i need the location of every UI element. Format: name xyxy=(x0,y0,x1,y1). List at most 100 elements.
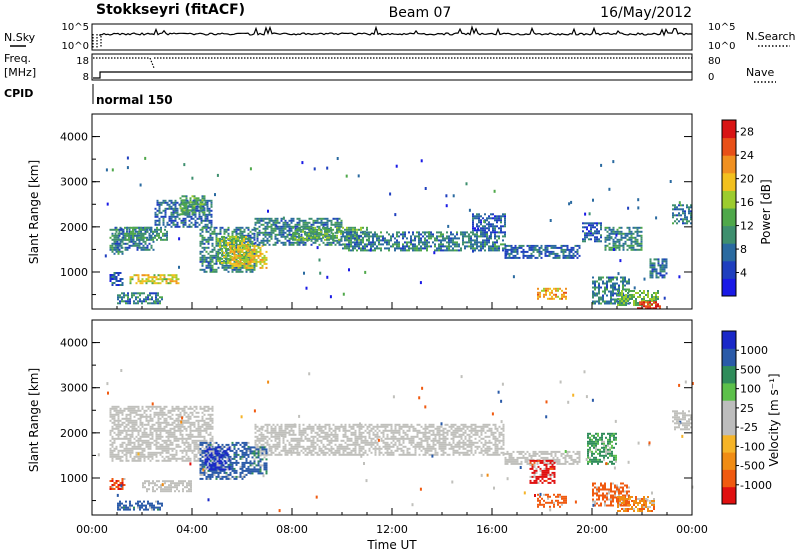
heatmap-cell-0 xyxy=(140,454,142,456)
heatmap-cell-8 xyxy=(254,233,256,235)
heatmap-cell-4 xyxy=(166,280,168,282)
heatmap-cell-13 xyxy=(404,233,406,235)
heatmap-cell-13 xyxy=(406,237,408,239)
heatmap-cell-0 xyxy=(172,414,174,416)
heatmap-cell-14 xyxy=(551,251,553,253)
heatmap-cell-0 xyxy=(134,410,136,412)
heatmap-cell-0 xyxy=(126,456,128,458)
heatmap-cell-13 xyxy=(424,237,426,239)
heatmap-cell-11 xyxy=(285,222,287,224)
heatmap-cell-17 xyxy=(610,297,612,299)
heatmap-cell-0 xyxy=(204,422,206,424)
heatmap-cell-10 xyxy=(266,259,268,261)
heatmap-cell-11 xyxy=(275,228,277,230)
heatmap-cell-17 xyxy=(606,281,608,283)
heatmap-cell-1 xyxy=(299,442,301,444)
heatmap-cell-0 xyxy=(180,446,182,448)
heatmap-cell-9 xyxy=(223,240,225,242)
heatmap-cell-0 xyxy=(168,450,170,452)
heatmap-cell-18 xyxy=(635,292,637,294)
heatmap-cell-10 xyxy=(254,255,256,257)
heatmap-cell-13 xyxy=(468,235,470,237)
heatmap-cell-11 xyxy=(315,220,317,222)
heatmap-cell-0 xyxy=(164,420,166,422)
heatmap-cell-17 xyxy=(596,287,598,289)
heatmap-cell-0 xyxy=(174,426,176,428)
heatmap-cell-18 xyxy=(655,292,657,294)
heatmap-cell-11 xyxy=(341,224,343,226)
heatmap-cell-14 xyxy=(559,255,561,257)
heatmap-cell-0 xyxy=(208,426,210,428)
heatmap-cell-0 xyxy=(134,424,136,426)
heatmap-cell-9 xyxy=(225,254,227,256)
heatmap-cell-0 xyxy=(160,412,162,414)
heatmap-cell-13 xyxy=(484,245,486,247)
heatmap-cell-15 xyxy=(472,227,474,229)
heatmap-cell-11 xyxy=(321,218,323,220)
heatmap-cell-13 xyxy=(440,231,442,233)
heatmap-cell-13 xyxy=(500,243,502,245)
heatmap-cell-6 xyxy=(175,226,177,228)
heatmap-cell-1 xyxy=(265,430,267,432)
heatmap-cell-10 xyxy=(250,251,252,253)
heatmap-cell-13 xyxy=(416,231,418,233)
heatmap-cell-1 xyxy=(289,426,291,428)
heatmap-cell-13 xyxy=(392,243,394,245)
heatmap-cell-13 xyxy=(342,235,344,237)
heatmap-cell-13 xyxy=(380,231,382,233)
heatmap-cell-8 xyxy=(216,245,218,247)
heatmap-cell-3 xyxy=(132,231,134,233)
heatmap-cell-20 xyxy=(605,247,607,249)
heatmap-cell-1 xyxy=(299,424,301,426)
heatmap-cell-15 xyxy=(500,215,502,217)
heatmap-cell-0 xyxy=(116,231,118,233)
heatmap-cell-0 xyxy=(118,420,120,422)
heatmap-cell-11 xyxy=(279,222,281,224)
heatmap-cell-3 xyxy=(158,233,160,235)
heatmap-cell-11 xyxy=(263,242,265,244)
nsearch-label: N.Search xyxy=(746,30,796,43)
heatmap-cell-20 xyxy=(641,237,643,239)
heatmap-cell-8 xyxy=(218,267,220,269)
heatmap-cell-20 xyxy=(631,231,633,233)
heatmap-cell-13 xyxy=(346,235,348,237)
heatmap-cell-6 xyxy=(159,208,161,210)
heatmap-cell-11 xyxy=(339,218,341,220)
heatmap-cell-0 xyxy=(110,454,112,456)
heatmap-cell-12 xyxy=(340,231,342,233)
heatmap-cell-22 xyxy=(678,208,680,210)
heatmap-cell-10 xyxy=(260,253,262,255)
heatmap-cell-0 xyxy=(158,448,160,450)
heatmap-cell-0 xyxy=(208,406,210,408)
heatmap-cell-0 xyxy=(126,454,128,456)
heatmap-cell-0 xyxy=(118,418,120,420)
heatmap-cell-8 xyxy=(238,227,240,229)
heatmap-cell-11 xyxy=(261,232,263,234)
heatmap-speckle xyxy=(343,293,345,296)
heatmap-cell-14 xyxy=(571,255,573,257)
heatmap-cell-6 xyxy=(179,226,181,228)
nsky-tick-bottom: 10^0 xyxy=(62,41,89,52)
heatmap-cell-16 xyxy=(555,294,557,296)
heatmap-cell-5 xyxy=(125,302,127,304)
heatmap-cell-10 xyxy=(242,263,244,265)
heatmap-cell-0 xyxy=(142,432,144,434)
heatmap-cell-9 xyxy=(221,250,223,252)
heatmap-cell-20 xyxy=(631,249,633,251)
heatmap-cell-13 xyxy=(464,231,466,233)
heatmap-cell-6 xyxy=(171,216,173,218)
heatmap-cell-12 xyxy=(314,235,316,237)
cpid-value: normal 150 xyxy=(96,93,173,107)
heatmap-cell-1 xyxy=(321,448,323,450)
heatmap-cell-11 xyxy=(271,236,273,238)
heatmap-cell-18 xyxy=(619,294,621,296)
heatmap-cell-12 xyxy=(336,237,338,239)
heatmap-cell-15 xyxy=(486,227,488,229)
heatmap-cell-10 xyxy=(232,265,234,267)
heatmap-cell-1 xyxy=(255,424,257,426)
heatmap-cell-2 xyxy=(125,249,127,251)
heatmap-cell-13 xyxy=(482,233,484,235)
heatmap-cell-0 xyxy=(196,430,198,432)
heatmap-cell-0 xyxy=(152,426,154,428)
heatmap-cell-0 xyxy=(150,446,152,448)
